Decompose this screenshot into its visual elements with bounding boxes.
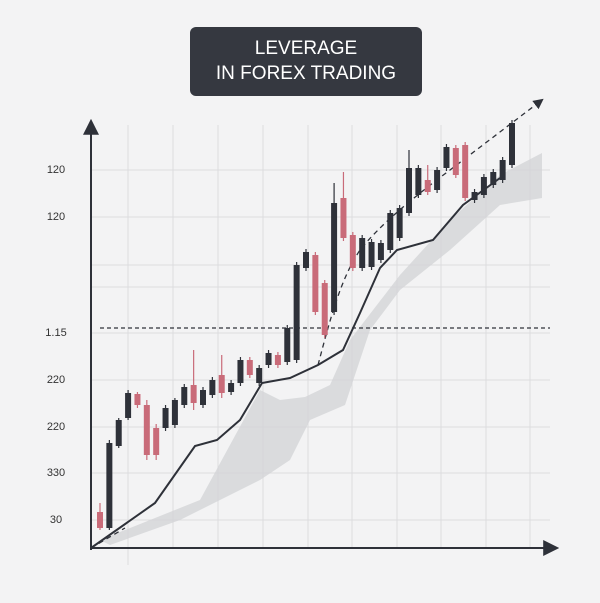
- candle-body: [274, 355, 281, 365]
- candles: [97, 120, 515, 530]
- candle-body: [424, 180, 431, 192]
- trend-line: [90, 177, 501, 549]
- candle-body: [284, 328, 291, 362]
- grid: [91, 169, 550, 521]
- candle-body: [228, 383, 235, 392]
- candle-body: [153, 428, 160, 455]
- candle-body: [106, 443, 113, 528]
- candle-body: [265, 353, 272, 365]
- candle-body: [246, 360, 253, 375]
- candle-body: [190, 385, 197, 403]
- forecast-line: [90, 100, 542, 549]
- y-tick-label: 120: [47, 211, 65, 223]
- candle-body: [218, 375, 225, 393]
- candle-body: [406, 168, 412, 213]
- candle-body: [499, 160, 506, 180]
- candle-body: [331, 203, 338, 312]
- candle-body: [480, 177, 487, 195]
- y-ticks: 120 120 1.15 220 220 330 30: [45, 164, 66, 526]
- candle-body: [359, 238, 366, 268]
- candle-body: [462, 145, 469, 198]
- candle-body: [452, 148, 459, 175]
- y-tick-label: 220: [47, 374, 65, 386]
- candle-body: [115, 420, 122, 446]
- candle-body: [377, 243, 384, 260]
- candle-body: [97, 512, 103, 528]
- candle-body: [181, 387, 188, 405]
- candle-body: [293, 265, 300, 360]
- candle-body: [349, 235, 356, 268]
- candle-body: [509, 123, 515, 165]
- y-tick-label: 220: [47, 421, 65, 433]
- title-line: LEVERAGE: [255, 38, 357, 59]
- vertical-grid: [91, 125, 550, 565]
- candle-body: [312, 255, 319, 312]
- candle-body: [321, 283, 328, 335]
- candle-body: [162, 408, 169, 428]
- y-tick-label: 1.15: [45, 327, 66, 339]
- candle-body: [368, 242, 375, 267]
- candle-body: [340, 198, 347, 238]
- candle-body: [303, 252, 309, 268]
- candle-body: [396, 208, 403, 238]
- candle-body: [471, 192, 478, 200]
- candle-body: [143, 405, 150, 455]
- candle-body: [490, 172, 497, 185]
- range-band: [100, 153, 542, 545]
- y-tick-label: 330: [47, 467, 65, 479]
- candle-body: [415, 168, 422, 195]
- candle-body: [209, 380, 216, 395]
- candle-body: [387, 213, 394, 250]
- candle-body: [134, 394, 141, 405]
- candle-body: [434, 170, 441, 190]
- title-line: IN FOREX TRADING: [216, 63, 396, 84]
- candle-body: [443, 147, 450, 168]
- y-tick-label: 120: [47, 164, 65, 176]
- candle-body: [171, 400, 178, 425]
- title-box: [190, 27, 422, 96]
- candle-body: [200, 390, 206, 405]
- candle-body: [237, 360, 244, 383]
- candle-body: [256, 368, 263, 383]
- y-tick-label: 30: [50, 514, 62, 526]
- candle-body: [125, 393, 132, 418]
